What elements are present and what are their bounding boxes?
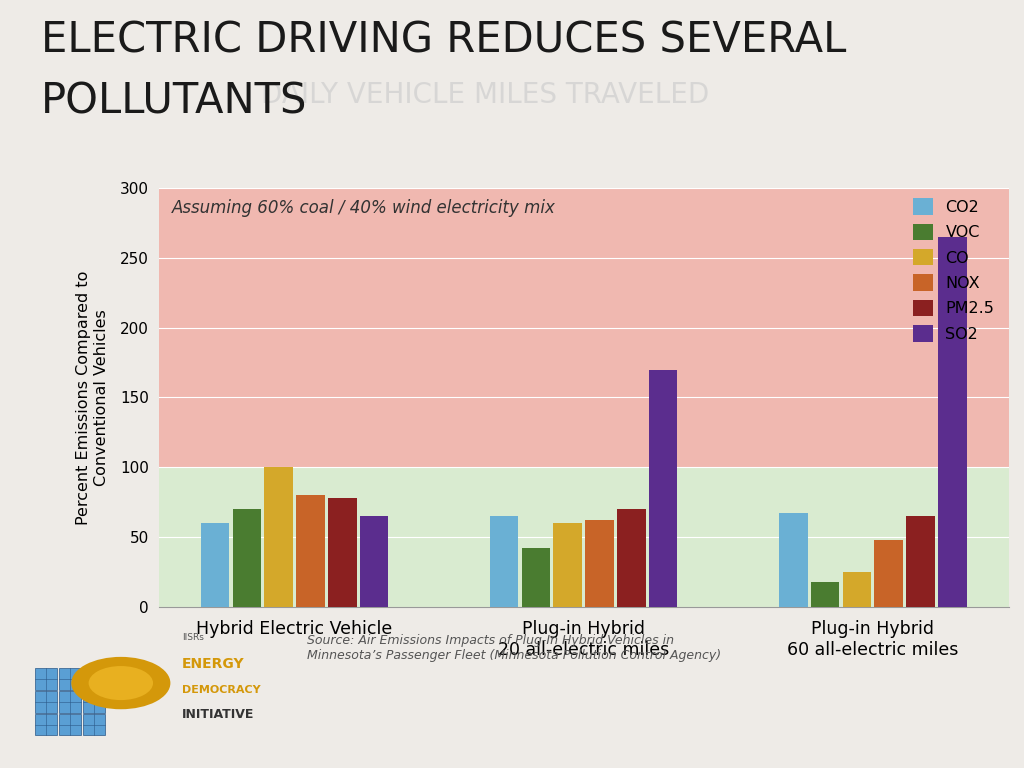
Bar bbox=[232, 509, 261, 607]
Bar bbox=[779, 513, 808, 607]
Legend: CO2, VOC, CO, NOX, PM2.5, SO2: CO2, VOC, CO, NOX, PM2.5, SO2 bbox=[907, 192, 1000, 348]
Text: POLLUTANTS: POLLUTANTS bbox=[41, 81, 307, 123]
Bar bbox=[843, 572, 871, 607]
Bar bbox=[59, 668, 81, 690]
Bar bbox=[159, 467, 1009, 607]
Text: Assuming 60% coal / 40% wind electricity mix: Assuming 60% coal / 40% wind electricity… bbox=[171, 199, 555, 217]
Bar bbox=[59, 691, 81, 713]
Bar bbox=[489, 516, 518, 607]
Bar bbox=[906, 516, 935, 607]
Text: ENERGY: ENERGY bbox=[181, 657, 245, 671]
Bar bbox=[617, 509, 646, 607]
Circle shape bbox=[89, 666, 153, 700]
Bar bbox=[264, 467, 293, 607]
Circle shape bbox=[72, 657, 170, 710]
Text: Source: Air Emissions Impacts of Plug-In Hybrid Vehicles in
Minnesota’s Passenge: Source: Air Emissions Impacts of Plug-In… bbox=[307, 634, 721, 661]
Bar bbox=[296, 495, 325, 607]
Bar bbox=[521, 548, 550, 607]
Bar bbox=[159, 188, 1009, 467]
Bar bbox=[59, 714, 81, 736]
Bar bbox=[359, 516, 388, 607]
Bar bbox=[328, 498, 356, 607]
Text: ELECTRIC DRIVING REDUCES SEVERAL: ELECTRIC DRIVING REDUCES SEVERAL bbox=[41, 19, 846, 61]
Bar bbox=[201, 523, 229, 607]
Bar bbox=[35, 691, 56, 713]
Text: INITIATIVE: INITIATIVE bbox=[181, 707, 254, 720]
Bar bbox=[811, 581, 840, 607]
Bar bbox=[83, 691, 104, 713]
Bar bbox=[553, 523, 582, 607]
Bar bbox=[83, 668, 104, 690]
Bar bbox=[874, 540, 903, 607]
Bar bbox=[83, 714, 104, 736]
Bar bbox=[586, 520, 614, 607]
Bar bbox=[35, 668, 56, 690]
Bar bbox=[649, 369, 678, 607]
Text: DAILY VEHICLE MILES TRAVELED: DAILY VEHICLE MILES TRAVELED bbox=[261, 81, 710, 108]
Y-axis label: Percent Emissions Compared to
Conventional Vehicles: Percent Emissions Compared to Convention… bbox=[77, 270, 109, 525]
Bar bbox=[35, 714, 56, 736]
Bar bbox=[938, 237, 967, 607]
Text: DEMOCRACY: DEMOCRACY bbox=[181, 685, 260, 695]
Text: IISRs: IISRs bbox=[181, 634, 204, 642]
